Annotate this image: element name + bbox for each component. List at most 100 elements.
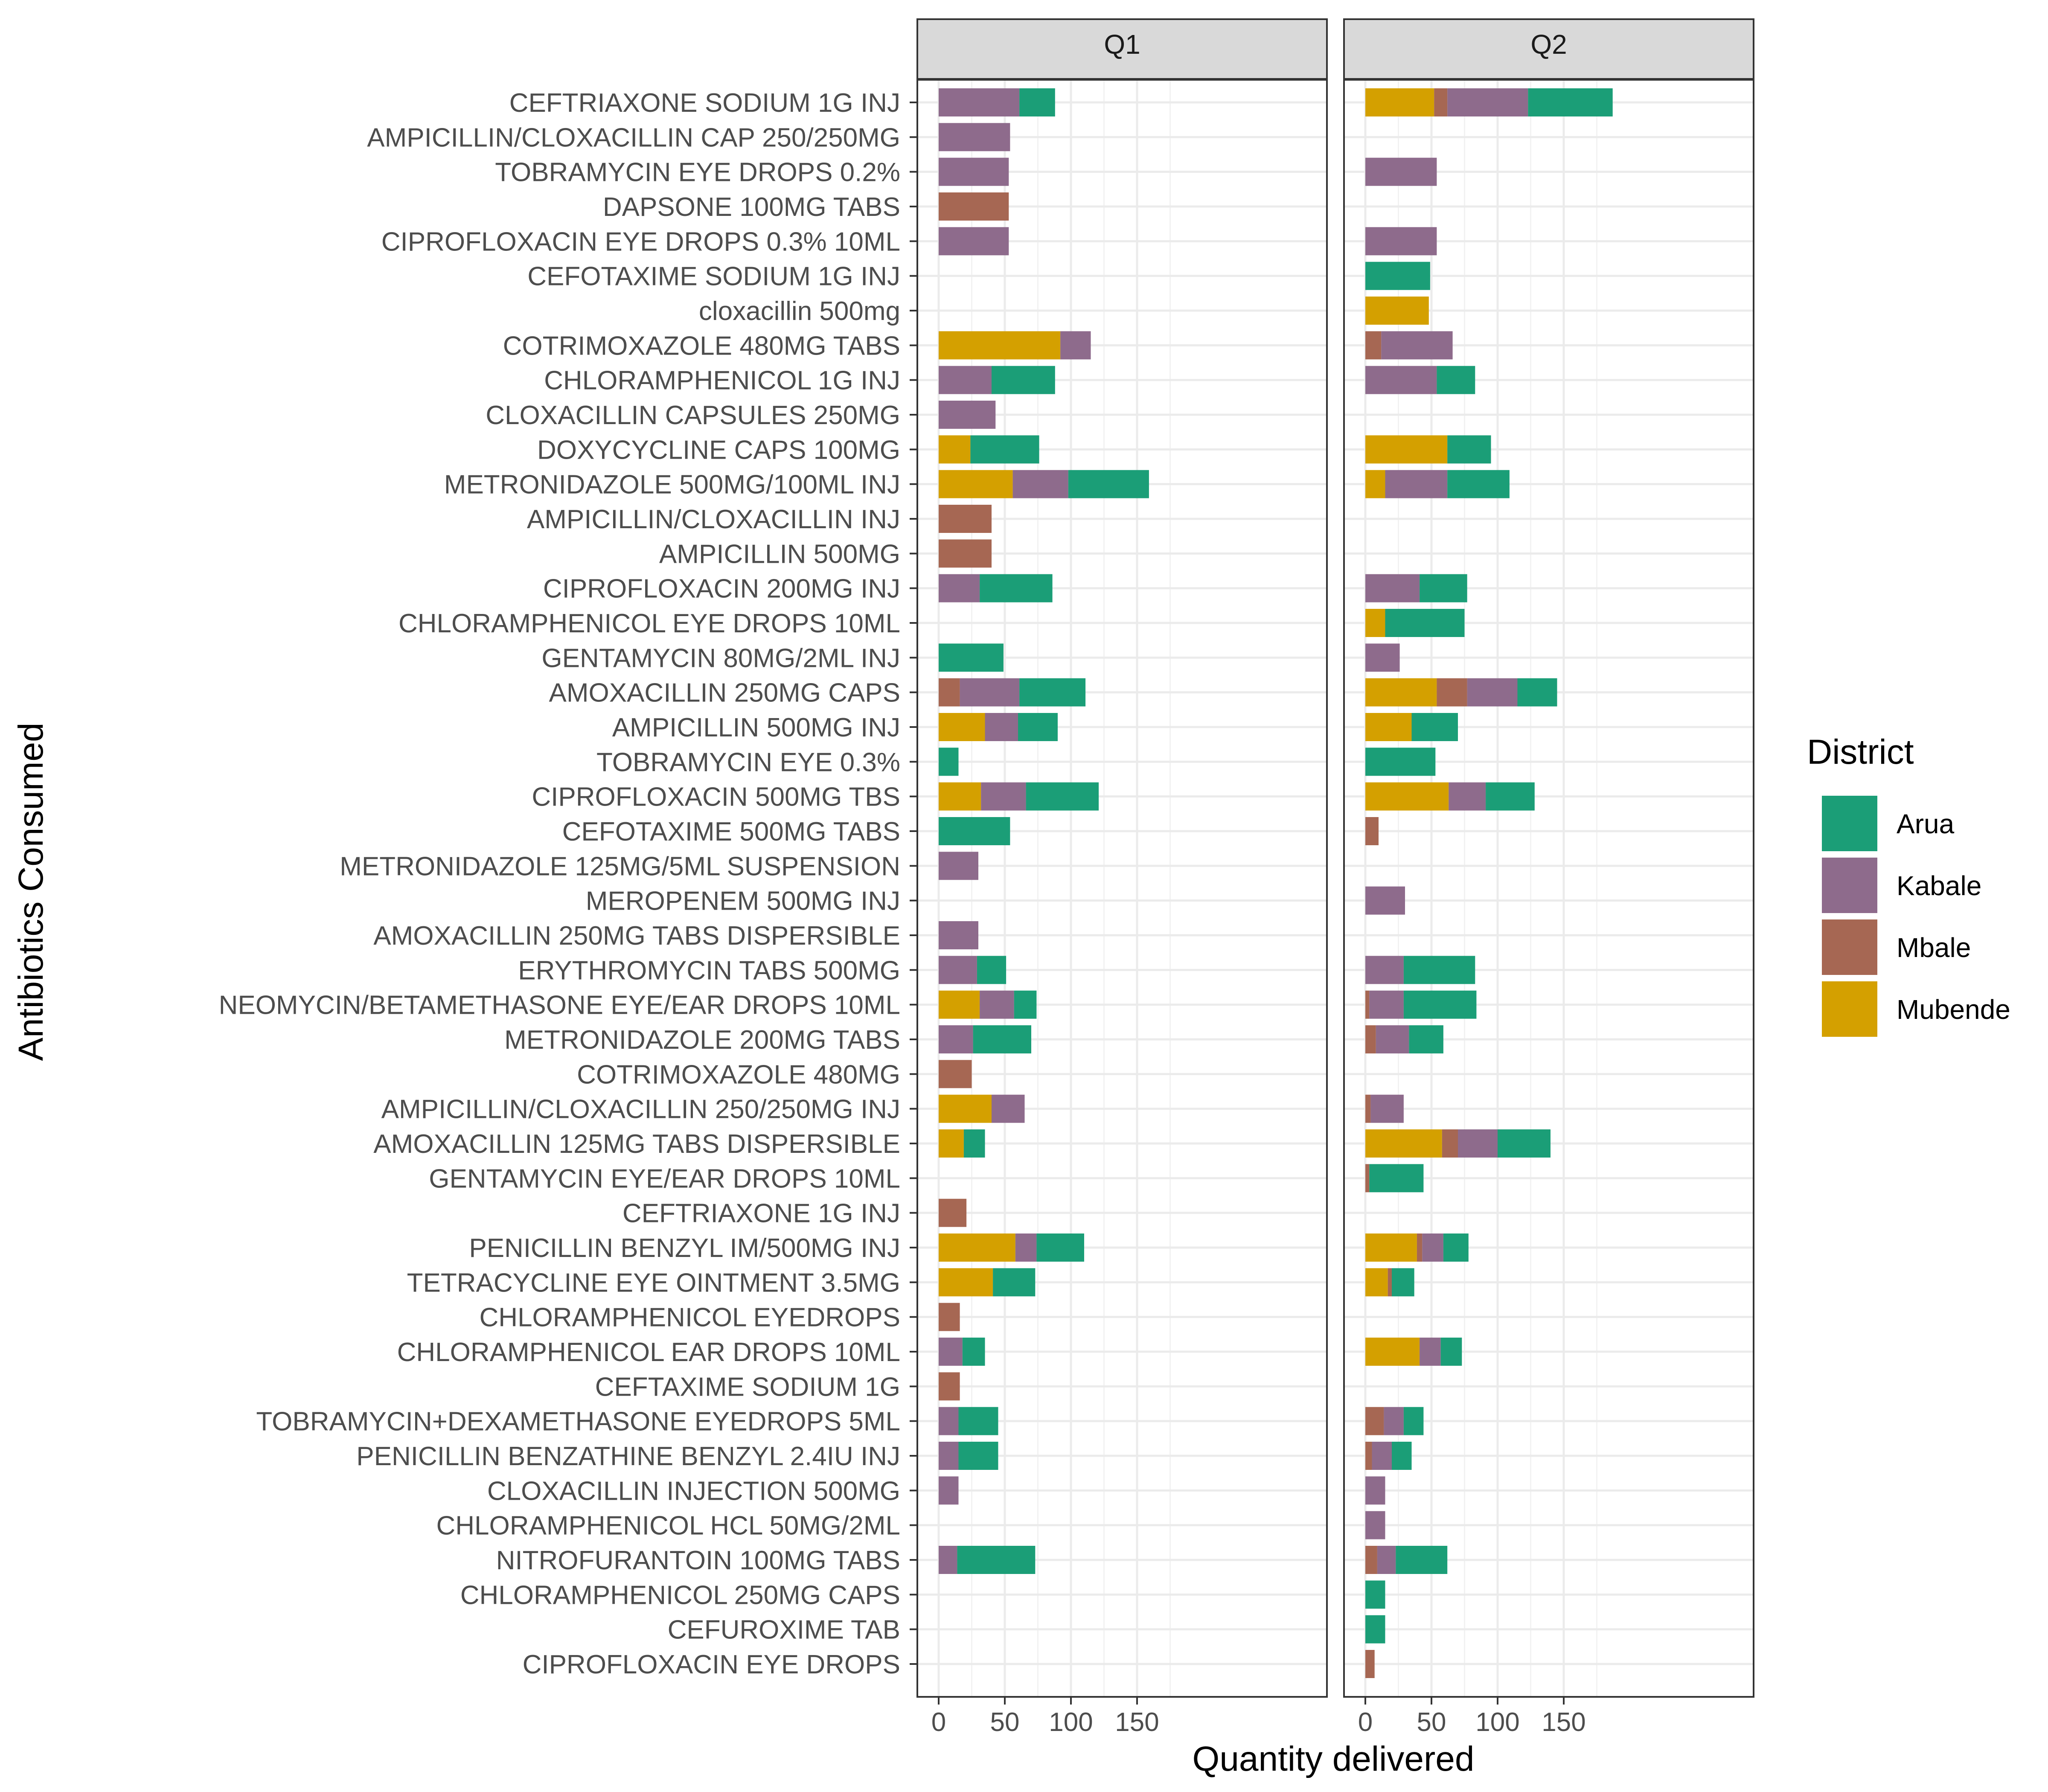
y-tick-label: CEFOTAXIME SODIUM 1G INJ — [527, 262, 900, 291]
legend: District Arua Kabale Mbale Mubende — [1807, 733, 2010, 1037]
legend-label-mubende: Mubende — [1897, 994, 2010, 1025]
bar-q1-kabale-7 — [1060, 331, 1091, 360]
bar-q2-mbale-26 — [1365, 990, 1370, 1019]
y-tick-label: ERYTHROMYCIN TABS 500MG — [518, 956, 900, 985]
y-tick-label: TOBRAMYCIN EYE DROPS 0.2% — [495, 158, 900, 187]
y-tick-label: DOXYCYCLINE CAPS 100MG — [537, 435, 900, 465]
bar-q2-kabale-0 — [1447, 88, 1528, 116]
bar-q1-kabale-4 — [939, 227, 1009, 256]
y-tick-label: GENTAMYCIN 80MG/2ML INJ — [541, 643, 900, 673]
bar-q2-kabale-2 — [1365, 157, 1437, 186]
y-tick-label: CEFUROXIME TAB — [668, 1615, 900, 1645]
bar-q2-kabale-11 — [1385, 470, 1448, 498]
x-tick-label: 0 — [1358, 1708, 1373, 1737]
legend-title: District — [1807, 733, 1914, 771]
bar-q2-arua-30 — [1498, 1129, 1551, 1158]
legend-key-kabale — [1822, 858, 1877, 913]
y-tick-label: CIPROFLOXACIN EYE DROPS — [523, 1650, 900, 1679]
bar-q1-mbale-37 — [939, 1372, 960, 1401]
y-tick-label: NEOMYCIN/BETAMETHASONE EYE/EAR DROPS 10M… — [219, 991, 900, 1020]
bar-q2-mbale-7 — [1365, 331, 1382, 360]
bar-q2-kabale-25 — [1365, 956, 1404, 984]
panel-q2-x-axis: 0 50 100 150 — [1358, 1697, 1586, 1737]
bar-q1-mbale-28 — [939, 1060, 972, 1088]
bar-q2-mbale-21 — [1365, 817, 1379, 845]
bar-q1-mubende-20 — [939, 782, 981, 811]
facet-strip-q2: Q2 — [1343, 18, 1754, 80]
facet-label-q1: Q1 — [1104, 29, 1140, 60]
bar-q2-mubende-34 — [1365, 1268, 1388, 1297]
y-tick-label: PENICILLIN BENZYL IM/500MG INJ — [469, 1233, 900, 1263]
facet-label-q2: Q2 — [1530, 29, 1567, 60]
panel-q1-bars — [939, 88, 1149, 1574]
bar-q2-mubende-15 — [1365, 609, 1385, 637]
y-tick-label: MEROPENEM 500MG INJ — [586, 887, 900, 916]
bar-q1-arua-11 — [1068, 470, 1149, 498]
y-tick-label: AMPICILLIN 500MG INJ — [612, 713, 900, 742]
bar-q1-arua-25 — [977, 956, 1007, 984]
y-tick-label: AMPICILLIN/CLOXACILLIN CAP 250/250MG — [367, 123, 900, 152]
x-tick-label: 100 — [1049, 1708, 1093, 1737]
bar-q2-mbale-45 — [1365, 1650, 1375, 1678]
y-tick-label: COTRIMOXAZOLE 480MG — [577, 1060, 900, 1089]
bar-q2-kabale-27 — [1376, 1025, 1409, 1053]
y-tick-label: CHLORAMPHENICOL EYEDROPS — [480, 1303, 900, 1332]
y-tick-label: METRONIDAZOLE 200MG TABS — [504, 1025, 900, 1055]
bar-q2-kabale-23 — [1365, 886, 1405, 915]
bar-q2-kabale-26 — [1369, 990, 1404, 1019]
bar-q1-kabale-20 — [981, 782, 1026, 811]
bar-q1-arua-14 — [980, 574, 1053, 602]
bar-q2-arua-17 — [1517, 678, 1557, 707]
bar-q1-arua-17 — [1019, 678, 1086, 707]
bar-q2-mubende-11 — [1365, 470, 1385, 498]
y-tick-label: METRONIDAZOLE 125MG/5ML SUSPENSION — [340, 852, 900, 881]
legend-key-mbale — [1822, 919, 1877, 975]
bar-q2-kabale-4 — [1365, 227, 1437, 256]
y-axis-labels: CEFTRIAXONE SODIUM 1G INJ AMPICILLIN/CLOX… — [219, 88, 917, 1679]
bar-q1-arua-0 — [1019, 88, 1055, 116]
bar-q2-arua-33 — [1443, 1233, 1469, 1262]
y-tick-label: METRONIDAZOLE 500MG/100ML INJ — [444, 470, 900, 500]
bar-q1-mbale-3 — [939, 192, 1009, 221]
bar-q1-kabale-14 — [939, 574, 980, 602]
bar-q1-kabale-29 — [992, 1094, 1025, 1123]
y-tick-label: TETRACYCLINE EYE OINTMENT 3.5MG — [407, 1268, 900, 1297]
y-tick-label: CLOXACILLIN CAPSULES 250MG — [486, 401, 900, 430]
bar-q1-arua-26 — [1014, 990, 1037, 1019]
bar-q2-arua-25 — [1403, 956, 1475, 984]
bar-q2-mbale-33 — [1417, 1233, 1423, 1262]
bar-q1-kabale-33 — [1015, 1233, 1037, 1262]
bar-q1-mubende-18 — [939, 713, 985, 741]
y-tick-label: PENICILLIN BENZATHINE BENZYL 2.4IU INJ — [356, 1442, 900, 1471]
bar-q2-mubende-10 — [1365, 435, 1448, 464]
y-tick-label: CLOXACILLIN INJECTION 500MG — [487, 1476, 900, 1506]
bar-q2-arua-26 — [1403, 990, 1477, 1019]
bar-q1-arua-36 — [962, 1338, 985, 1366]
y-tick-label: COTRIMOXAZOLE 480MG TABS — [503, 331, 900, 361]
bar-q2-mubende-33 — [1365, 1233, 1417, 1262]
bar-q1-arua-8 — [992, 366, 1055, 394]
bar-q1-arua-39 — [958, 1442, 998, 1470]
bar-q2-kabale-14 — [1365, 574, 1420, 602]
bar-q2-kabale-7 — [1381, 331, 1453, 360]
bar-q2-arua-18 — [1411, 713, 1458, 741]
bar-q2-mubende-30 — [1365, 1129, 1442, 1158]
legend-key-arua — [1822, 796, 1877, 851]
y-tick-label: TOBRAMYCIN EYE 0.3% — [596, 748, 900, 777]
bar-q1-kabale-36 — [939, 1338, 963, 1366]
bar-q1-kabale-0 — [939, 88, 1020, 116]
x-tick-label: 100 — [1475, 1708, 1519, 1737]
bar-q2-arua-19 — [1365, 748, 1436, 776]
bar-q2-arua-38 — [1403, 1407, 1424, 1435]
y-tick-label: cloxacillin 500mg — [699, 297, 900, 326]
bar-q1-arua-34 — [993, 1268, 1036, 1297]
bar-q2-arua-11 — [1447, 470, 1510, 498]
x-tick-label: 150 — [1542, 1708, 1585, 1737]
y-tick-label: NITROFURANTOIN 100MG TABS — [496, 1546, 900, 1575]
bar-q2-mbale-42 — [1365, 1546, 1377, 1574]
y-tick-label: AMOXACILLIN 125MG TABS DISPERSIBLE — [373, 1129, 900, 1159]
bar-q2-mbale-31 — [1365, 1164, 1370, 1193]
bar-q2-mbale-39 — [1365, 1442, 1372, 1470]
bar-q1-kabale-25 — [939, 956, 977, 984]
